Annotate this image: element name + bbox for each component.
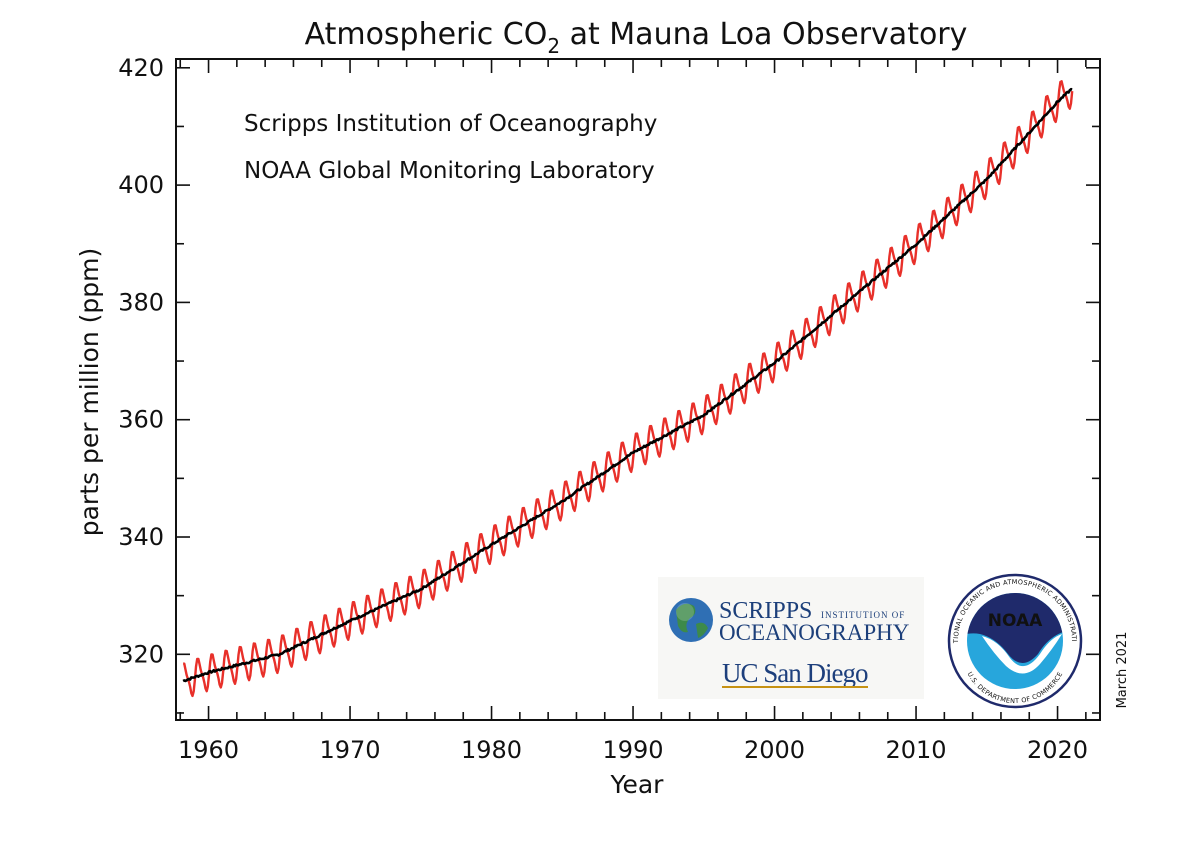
x-tick-label: 1980 (461, 736, 522, 764)
chart-title: Atmospheric CO2 at Mauna Loa Observatory (305, 17, 968, 58)
x-tick-label: 2020 (1027, 736, 1088, 764)
ucsd-underline (722, 686, 868, 688)
scripps-oceanography: OCEANOGRAPHY (719, 620, 910, 645)
noaa-center-text: NOAA (988, 611, 1043, 631)
trend-co2-line (182, 87, 1073, 683)
y-tick-label: 380 (118, 288, 164, 316)
x-axis-label: Year (610, 770, 665, 799)
scripps-institution: INSTITUTION OF (821, 610, 905, 620)
x-tick-label: 1990 (603, 736, 664, 764)
scripps-word: SCRIPPS (719, 598, 812, 624)
noaa-navy-field (967, 593, 1063, 663)
x-tick-label: 2000 (744, 736, 805, 764)
scripps-ucsd-logo: SCRIPPS INSTITUTION OF OCEANOGRAPHY UC S… (658, 577, 924, 699)
y-tick-label: 340 (118, 523, 164, 551)
y-tick-labels: 320 340 360 380 400 420 (118, 54, 164, 669)
y-tick-label: 320 (118, 640, 164, 668)
globe-icon (669, 598, 713, 642)
x-tick-label: 2010 (886, 736, 947, 764)
y-tick-label: 400 (118, 171, 164, 199)
noaa-bird-icon (982, 634, 1062, 674)
x-tick-label: 1970 (320, 736, 381, 764)
y-axis-label: parts per million (ppm) (75, 248, 104, 537)
y-tick-label: 360 (118, 406, 164, 434)
plot-frame (175, 58, 1101, 721)
x-tick-label: 1960 (178, 736, 239, 764)
ucsd-wordmark: UC San Diego (722, 658, 868, 688)
y-tick-label: 420 (118, 54, 164, 82)
date-stamp: March 2021 (1115, 632, 1130, 709)
title-subscript: 2 (547, 34, 560, 58)
x-tick-labels: 1960 1970 1980 1990 2000 2010 2020 (178, 736, 1088, 764)
attribution-scripps: Scripps Institution of Oceanography (244, 111, 657, 137)
axis-ticks (176, 59, 1100, 720)
attribution-noaa: NOAA Global Monitoring Laboratory (244, 158, 655, 184)
